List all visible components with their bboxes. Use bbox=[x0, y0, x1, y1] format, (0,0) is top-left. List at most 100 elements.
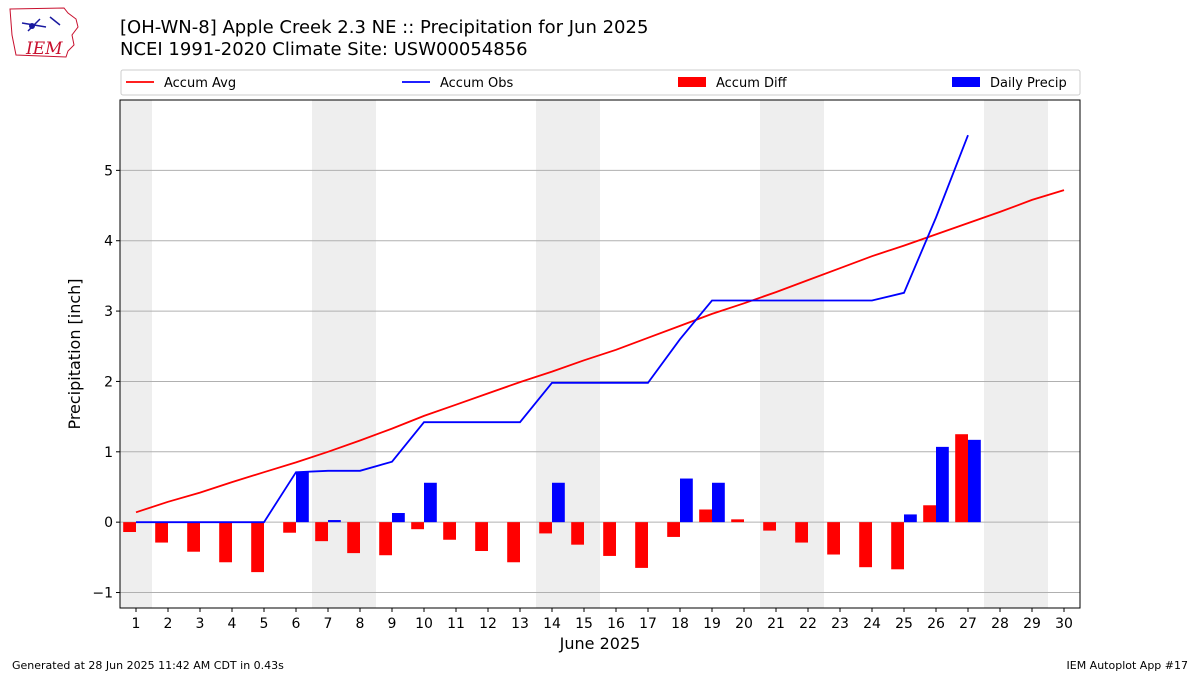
legend: Accum Avg Accum Obs Accum Diff Daily Precip bbox=[120, 69, 1081, 96]
iowa-map-icon bbox=[9, 7, 79, 58]
daily-precip-bar bbox=[936, 446, 949, 523]
y-tick-label: 4 bbox=[104, 234, 113, 250]
x-tick-label: 21 bbox=[767, 616, 785, 632]
daily-precip-bar bbox=[552, 482, 565, 523]
accum-diff-bar bbox=[635, 522, 648, 568]
daily-precip-bar bbox=[904, 514, 917, 523]
weekend-band-4 bbox=[760, 100, 824, 608]
y-tick-label: 3 bbox=[104, 304, 113, 320]
line-series bbox=[135, 134, 1065, 524]
accum-diff-bar bbox=[475, 522, 488, 552]
x-axis-label: June 2025 bbox=[559, 634, 641, 653]
accum-diff-bar bbox=[443, 522, 456, 540]
x-tick-label: 1 bbox=[132, 616, 141, 632]
x-tick-label: 23 bbox=[831, 616, 849, 632]
x-tick-label: 17 bbox=[639, 616, 657, 632]
plot-frame bbox=[119, 99, 1081, 609]
accum-diff-bar bbox=[923, 505, 936, 523]
x-tick-label: 29 bbox=[1023, 616, 1041, 632]
accum-diff-bar bbox=[859, 522, 872, 568]
accum-diff-bar bbox=[155, 522, 168, 543]
generated-timestamp: Generated at 28 Jun 2025 11:42 AM CDT in… bbox=[12, 659, 284, 672]
x-tick-label: 26 bbox=[927, 616, 945, 632]
x-tick-label: 2 bbox=[164, 616, 173, 632]
y-axis-label: Precipitation [inch] bbox=[65, 278, 84, 429]
accum-diff-bar bbox=[283, 522, 296, 533]
accum-diff-bar bbox=[603, 522, 616, 556]
daily-precip-bar bbox=[328, 520, 341, 523]
x-axis-ticks: 1 2 3 4 5 6 7 8 9 10 11 12 13 14 15 16 17 18 19 20 21 22 23 24 2… bbox=[132, 608, 1073, 632]
x-tick-label: 28 bbox=[991, 616, 1009, 632]
x-tick-label: 24 bbox=[863, 616, 881, 632]
chart-subtitle: NCEI 1991-2020 Climate Site: USW00054856 bbox=[120, 39, 528, 60]
weekend-shading bbox=[120, 100, 1048, 608]
accum-diff-bar bbox=[379, 522, 392, 556]
y-tick-label: 2 bbox=[104, 374, 113, 390]
accum-diff-bar bbox=[411, 522, 424, 530]
y-tick-label: 0 bbox=[104, 515, 113, 531]
legend-box bbox=[120, 69, 1081, 96]
accum-diff-bar bbox=[891, 522, 904, 570]
x-tick-label: 7 bbox=[324, 616, 333, 632]
accum-diff-bar bbox=[315, 522, 328, 542]
y-tick-label: −1 bbox=[92, 586, 113, 602]
accum-diff-bar bbox=[219, 522, 232, 563]
accum-diff-bar bbox=[699, 509, 712, 523]
y-tick-label: 5 bbox=[104, 163, 113, 179]
x-tick-label: 6 bbox=[292, 616, 301, 632]
accum-diff-bar bbox=[187, 522, 200, 552]
accum-diff-bar bbox=[251, 522, 264, 573]
daily-precip-bar bbox=[712, 482, 725, 523]
accum-diff-bar bbox=[763, 522, 776, 531]
x-tick-label: 27 bbox=[959, 616, 977, 632]
x-tick-label: 20 bbox=[735, 616, 753, 632]
y-tick-label: 1 bbox=[104, 445, 113, 461]
legend-label-1: Accum Avg bbox=[164, 76, 236, 91]
x-tick-label: 5 bbox=[260, 616, 269, 632]
accum-diff-bar bbox=[731, 519, 744, 523]
x-tick-label: 16 bbox=[607, 616, 625, 632]
legend-swatch-4 bbox=[952, 77, 980, 87]
daily-precip-bar bbox=[680, 478, 693, 523]
logo-text: IEM bbox=[26, 39, 63, 59]
accum-diff-bar bbox=[347, 522, 360, 554]
daily-precip-bar bbox=[424, 482, 437, 523]
daily-precip-bar bbox=[392, 513, 405, 523]
legend-label-4: Daily Precip bbox=[990, 76, 1067, 91]
accum-diff-bar bbox=[827, 522, 840, 555]
accum-diff-bar bbox=[795, 522, 808, 543]
x-tick-label: 30 bbox=[1055, 616, 1073, 632]
x-tick-label: 25 bbox=[895, 616, 913, 632]
x-tick-label: 9 bbox=[388, 616, 397, 632]
x-tick-label: 3 bbox=[196, 616, 205, 632]
x-tick-label: 22 bbox=[799, 616, 817, 632]
accum-obs-line bbox=[136, 134, 969, 524]
accum-diff-bar bbox=[507, 522, 520, 563]
gridlines bbox=[120, 169, 1080, 594]
iem-logo: IEM bbox=[6, 5, 82, 59]
y-axis-ticks: −1 0 1 2 3 4 5 bbox=[92, 163, 120, 602]
x-tick-label: 13 bbox=[511, 616, 529, 632]
x-tick-label: 19 bbox=[703, 616, 721, 632]
x-tick-label: 11 bbox=[447, 616, 465, 632]
accum-diff-bar bbox=[667, 522, 680, 537]
accum-avg-line bbox=[135, 189, 1065, 514]
legend-swatch-3 bbox=[678, 77, 706, 87]
x-tick-label: 15 bbox=[575, 616, 593, 632]
daily-precip-bar bbox=[968, 439, 981, 523]
accum-diff-bar bbox=[123, 522, 136, 533]
daily-precip-bar bbox=[296, 472, 309, 523]
bar-series bbox=[123, 434, 981, 573]
accum-diff-bar bbox=[539, 522, 552, 534]
legend-label-2: Accum Obs bbox=[440, 76, 513, 91]
x-tick-label: 14 bbox=[543, 616, 561, 632]
accum-diff-bar bbox=[955, 434, 968, 523]
weekend-band-5 bbox=[984, 100, 1048, 608]
chart-title: [OH-WN-8] Apple Creek 2.3 NE :: Precipit… bbox=[120, 17, 649, 38]
app-label: IEM Autoplot App #17 bbox=[1066, 659, 1189, 672]
x-tick-label: 12 bbox=[479, 616, 497, 632]
x-tick-label: 18 bbox=[671, 616, 689, 632]
x-tick-label: 4 bbox=[228, 616, 237, 632]
legend-label-3: Accum Diff bbox=[716, 76, 788, 91]
